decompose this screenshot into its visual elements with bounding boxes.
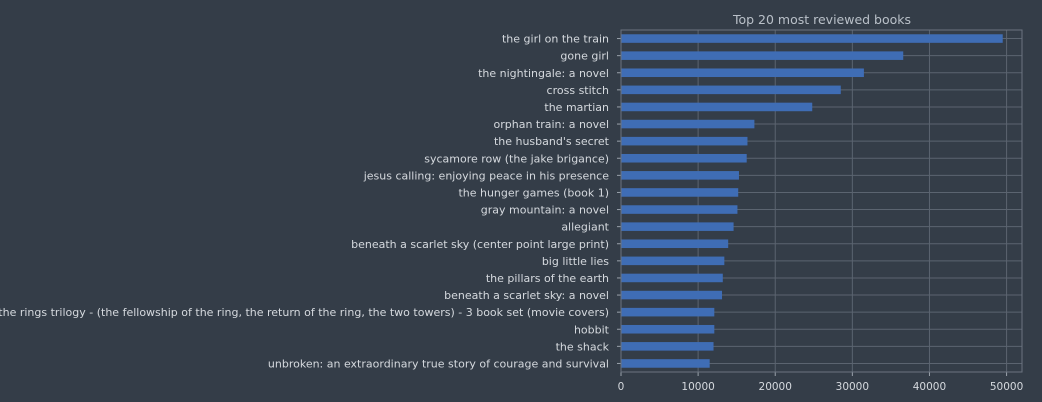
bar (621, 119, 755, 129)
bar (621, 68, 864, 78)
x-tick-label: 30000 (836, 381, 869, 393)
category-label: orphan train: a novel (494, 118, 610, 131)
x-tick-label: 20000 (759, 381, 792, 393)
category-label: gone girl (560, 50, 609, 63)
bar (621, 102, 813, 112)
bar (621, 34, 1003, 43)
category-label: the husband's secret (494, 135, 610, 148)
category-label: sycamore row (the jake brigance) (424, 152, 609, 165)
x-axis-ticks: 0 10000 20000 30000 40000 50000 (618, 372, 1023, 393)
bar (621, 256, 725, 266)
category-label: big little lies (542, 255, 609, 268)
category-label: cross stitch (547, 84, 609, 97)
bar (621, 171, 739, 180)
bar (621, 188, 739, 197)
bar (621, 359, 710, 368)
gridlines (620, 30, 1022, 372)
bar (621, 136, 748, 146)
category-label: the nightingale: a novel (478, 67, 609, 80)
category-labels: the girl on the train gone girl the nighti… (0, 33, 621, 370)
x-tick-label: 50000 (990, 381, 1023, 393)
bar (621, 342, 714, 351)
chart-title: Top 20 most reviewed books (732, 12, 911, 27)
category-label: jesus calling: enjoying peace in his pre… (363, 169, 610, 182)
bar (621, 205, 738, 214)
plot-frame (620, 29, 1023, 373)
category-label: the pillars of the earth (486, 272, 609, 285)
bar (621, 273, 723, 283)
category-label: beneath a scarlet sky: a novel (444, 289, 609, 302)
x-tick-label: 40000 (913, 381, 946, 393)
bar (621, 307, 715, 317)
bar (621, 51, 904, 60)
category-label: gray mountain: a novel (481, 204, 609, 217)
category-label: beneath a scarlet sky (center point larg… (351, 238, 609, 251)
category-label: the martian (544, 101, 609, 114)
category-label: allegiant (561, 221, 609, 234)
bar (621, 290, 723, 300)
category-label: hobbit (574, 323, 610, 336)
bar (621, 222, 734, 231)
category-label: the girl on the train (502, 33, 609, 46)
category-label: the shack (556, 340, 610, 353)
bar (621, 153, 747, 163)
x-tick-label: 10000 (681, 381, 714, 393)
category-label: the lord of the rings trilogy - (the fel… (0, 306, 609, 319)
bar (621, 324, 715, 334)
x-tick-label: 0 (618, 381, 625, 393)
bar (621, 239, 729, 249)
bar (621, 85, 841, 95)
category-label: the hunger games (book 1) (458, 186, 609, 199)
bars (621, 34, 1003, 368)
category-label: unbroken: an extraordinary true story of… (268, 357, 609, 370)
